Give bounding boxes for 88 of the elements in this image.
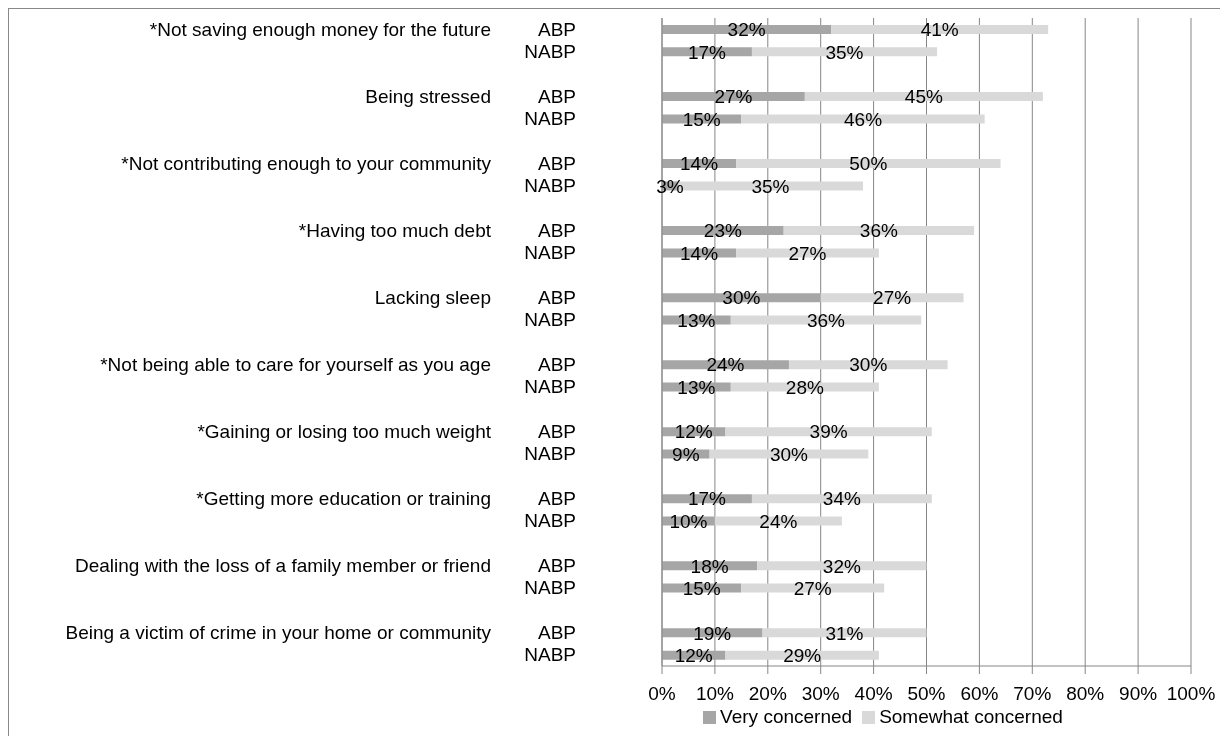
data-label: 35% xyxy=(751,175,790,197)
y-tick-label: NABP xyxy=(524,577,576,599)
x-tick-label: 10% xyxy=(695,683,735,705)
data-label: 50% xyxy=(849,153,888,175)
x-tick-label: 20% xyxy=(748,683,787,705)
data-label: 39% xyxy=(809,421,848,443)
y-tick-label: NABP xyxy=(524,175,576,197)
text: *Getting more education or training xyxy=(196,488,491,510)
data-label: 12% xyxy=(674,421,713,443)
data-label: 3% xyxy=(656,175,684,197)
text: Dealing with the loss of a family member or friend xyxy=(74,555,491,577)
data-label: 23% xyxy=(703,220,742,242)
x-tick-label: 60% xyxy=(960,683,999,705)
bar xyxy=(804,92,1043,102)
bar xyxy=(831,25,1049,34)
data-label: 13% xyxy=(677,309,716,331)
data-label: 46% xyxy=(844,108,883,130)
data-label: 12% xyxy=(674,644,713,666)
y-tick-label: ABP xyxy=(537,152,576,174)
data-label: 30% xyxy=(722,287,761,309)
data-label: 14% xyxy=(680,153,719,175)
data-label: 28% xyxy=(785,376,824,398)
x-tick-label: 0% xyxy=(648,683,676,705)
data-label: 27% xyxy=(788,242,827,264)
text: Being a victim of crime in your home or community xyxy=(65,622,492,644)
text: *Not contributing enough to your community xyxy=(121,152,492,174)
y-tick-label: NABP xyxy=(524,376,576,398)
data-label: 9% xyxy=(672,443,700,465)
text: *Having too much debt xyxy=(298,219,492,241)
data-label: 27% xyxy=(714,86,753,108)
data-label: 13% xyxy=(677,376,716,398)
y-tick-label: ABP xyxy=(537,353,576,375)
y-tick-label: NABP xyxy=(524,108,576,130)
x-tick-label: 90% xyxy=(1119,683,1158,705)
data-label: 24% xyxy=(706,354,745,376)
text: *Not saving enough money for the future xyxy=(149,18,491,40)
x-tick-label: 70% xyxy=(1013,683,1052,705)
x-tick-label: 100% xyxy=(1166,683,1216,705)
data-label: 30% xyxy=(849,354,888,376)
y-tick-label: NABP xyxy=(524,644,576,666)
x-tick-label: 30% xyxy=(801,683,840,705)
bar xyxy=(725,427,932,437)
x-tick-label: 50% xyxy=(907,683,946,705)
text: Lacking sleep xyxy=(374,286,491,308)
legend-label: Very concerned xyxy=(720,706,853,727)
data-label: 35% xyxy=(825,41,864,63)
data-label: 15% xyxy=(682,108,721,130)
data-label: 27% xyxy=(873,287,912,309)
data-label: 19% xyxy=(693,622,732,644)
y-tick-label: NABP xyxy=(524,41,576,63)
y-tick-label: ABP xyxy=(537,555,576,577)
y-tick-label: NABP xyxy=(524,443,576,465)
data-label: 17% xyxy=(687,41,727,63)
legend-label: Somewhat concerned xyxy=(879,706,1063,727)
data-label: 29% xyxy=(783,644,822,666)
y-tick-label: ABP xyxy=(537,622,576,644)
data-label: 10% xyxy=(669,510,708,532)
data-label: 14% xyxy=(680,242,719,264)
x-tick-label: 80% xyxy=(1066,683,1105,705)
y-tick-label: ABP xyxy=(537,219,576,241)
y-tick-label: NABP xyxy=(524,510,576,532)
data-label: 17% xyxy=(687,488,727,510)
data-label: 32% xyxy=(727,19,766,41)
data-label: 32% xyxy=(822,555,861,577)
data-label: 36% xyxy=(859,220,899,242)
y-tick-label: NABP xyxy=(524,309,576,331)
y-tick-label: ABP xyxy=(537,18,576,40)
y-tick-label: ABP xyxy=(537,421,576,443)
text: Being stressed xyxy=(365,85,491,107)
data-label: 41% xyxy=(920,19,959,41)
data-label: 45% xyxy=(904,86,943,108)
data-label: 31% xyxy=(825,622,864,644)
data-label: 34% xyxy=(822,488,861,510)
data-label: 30% xyxy=(769,443,809,465)
y-tick-label: ABP xyxy=(537,286,576,308)
data-label: 36% xyxy=(806,309,846,331)
y-tick-label: ABP xyxy=(537,85,576,107)
bar xyxy=(736,159,1001,169)
data-label: 18% xyxy=(690,555,729,577)
text: *Gaining or losing too much weight xyxy=(197,421,492,443)
y-tick-label: NABP xyxy=(524,242,576,264)
text: *Not being able to care for yourself as you age xyxy=(100,353,491,375)
data-label: 24% xyxy=(759,510,798,532)
x-tick-label: 40% xyxy=(854,683,893,705)
bar xyxy=(741,114,985,124)
data-label: 27% xyxy=(793,577,832,599)
data-label: 15% xyxy=(682,577,721,599)
y-tick-label: ABP xyxy=(537,488,576,510)
